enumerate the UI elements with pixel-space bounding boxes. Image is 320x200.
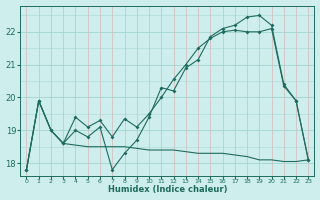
X-axis label: Humidex (Indice chaleur): Humidex (Indice chaleur) bbox=[108, 185, 227, 194]
